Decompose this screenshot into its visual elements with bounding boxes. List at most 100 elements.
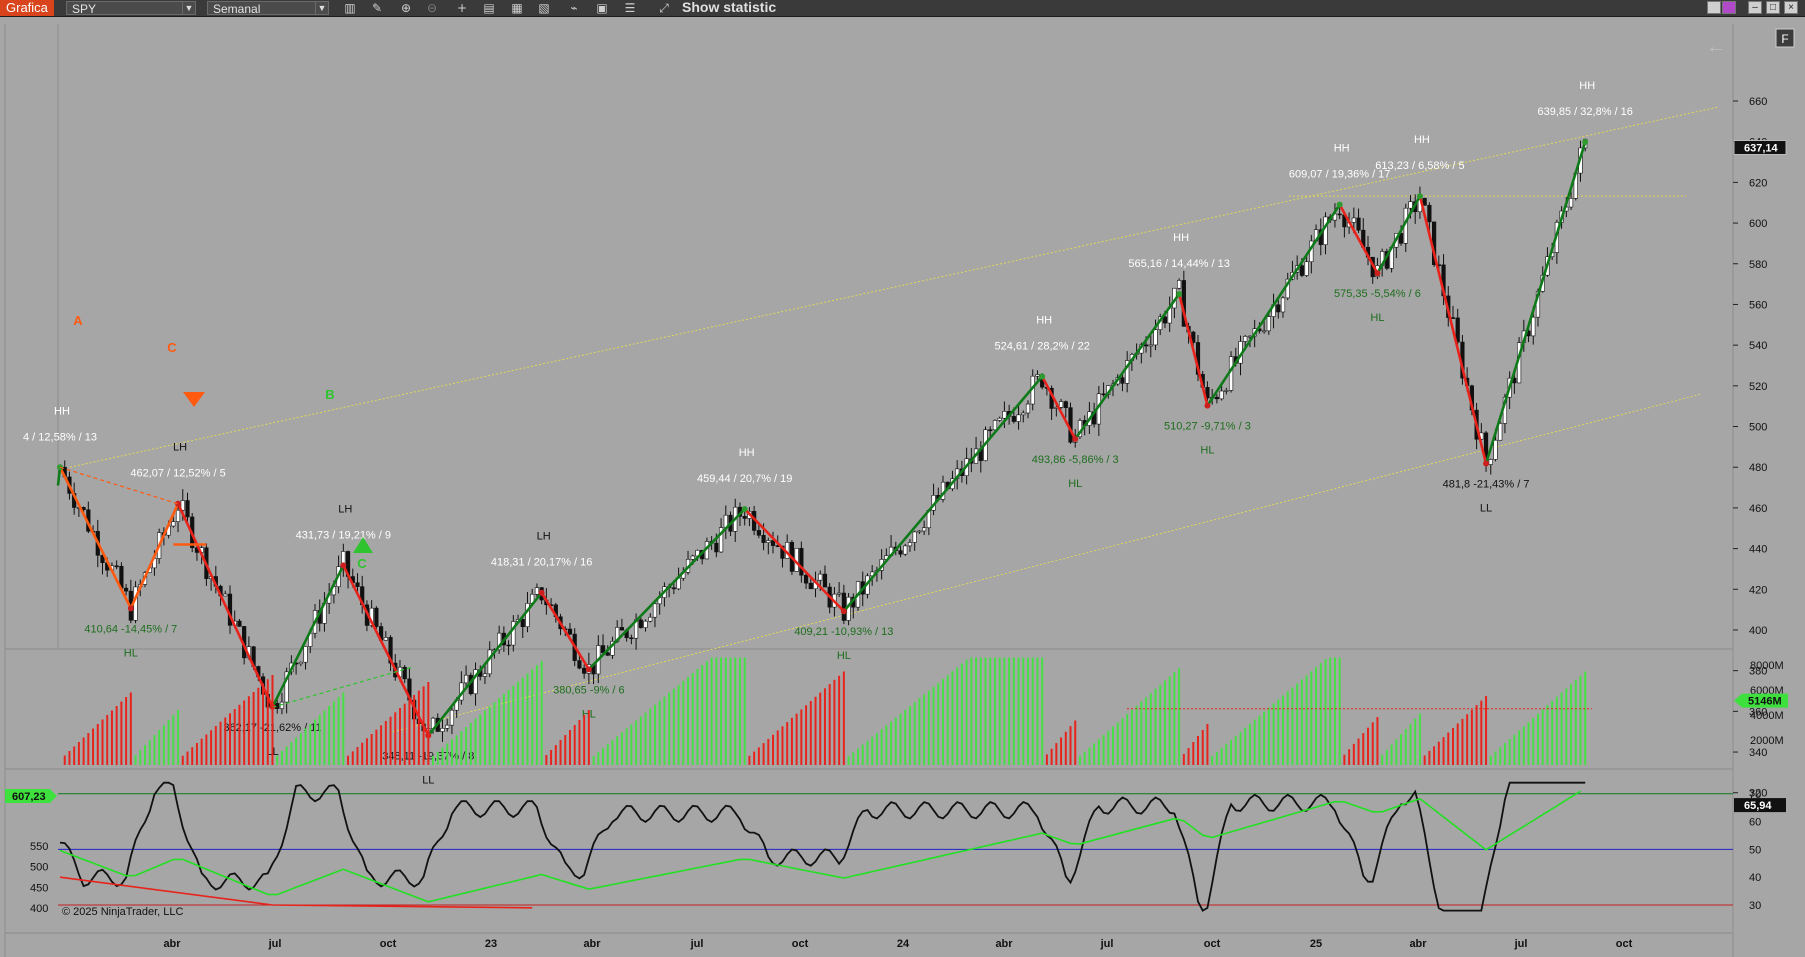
candle-body (1276, 304, 1281, 313)
candle-body (1337, 213, 1342, 216)
volume-tick-label: 2000M (1750, 735, 1784, 747)
candle-body (1408, 201, 1413, 209)
swing-info-label: 418,31 / 20,17% / 16 (491, 557, 593, 569)
zoom-out-icon[interactable]: ⊖ (426, 1, 438, 15)
chart-tab[interactable]: Grafica (0, 0, 54, 16)
swing-info-label: 462,07 / 12,52% / 5 (130, 468, 225, 480)
pattern-letter: A (73, 313, 83, 328)
chart-canvas[interactable]: 4 / 12,58% / 13 HH 410,64 -14,45% / 7 HL 462… (0, 17, 1805, 957)
candle-body (487, 649, 492, 675)
swing-info-label: 410,64 -14,45% / 7 (84, 623, 177, 635)
maximize-icon[interactable]: □ (1766, 1, 1780, 14)
price-tick-label: 620 (1749, 177, 1767, 189)
swing-segment (1041, 375, 1077, 440)
price-tick-label: 660 (1749, 96, 1767, 108)
show-statistic-button[interactable]: Show statistic (682, 0, 777, 15)
time-axis-label: jul (1100, 938, 1114, 950)
time-axis: abr jul oct 23 abr jul oct 24 abr jul oct 25 abr jul o… (163, 938, 1632, 950)
indicators-icon[interactable]: ▧ (538, 1, 550, 15)
swing-pivot (1336, 201, 1343, 208)
time-axis-label: abr (1409, 938, 1427, 950)
back-arrow-icon[interactable]: ← (1706, 36, 1726, 58)
price-tick-label: 440 (1749, 544, 1767, 556)
swing-segment (1177, 293, 1209, 406)
candle-body (1162, 316, 1168, 324)
candle-body (1191, 331, 1196, 343)
osc-left-tick-label: 400 (30, 903, 48, 915)
candle-body (803, 574, 809, 584)
candle-body (171, 521, 176, 527)
candle-body (534, 587, 540, 595)
swing-type-label: HH (1414, 134, 1430, 146)
interval-selector[interactable]: Semanal ▼ (207, 1, 329, 16)
time-axis-label: abr (163, 938, 181, 950)
candle-body (1488, 459, 1493, 465)
swing-pivot (127, 605, 134, 612)
swing-type-label: HH (739, 447, 755, 459)
candle-body (1016, 414, 1021, 422)
candle-body (185, 500, 190, 518)
price-tick-label: 400 (1749, 625, 1767, 637)
swing-pivot (1483, 460, 1490, 467)
strategies-icon[interactable]: ⌁ (570, 1, 578, 15)
pattern-triangle-down (183, 392, 205, 407)
swing-segment (176, 503, 274, 708)
candle-body (1153, 329, 1158, 346)
candle-body (1304, 261, 1309, 276)
swing-pivot (840, 608, 847, 615)
template-icon[interactable]: ▤ (483, 1, 495, 15)
properties-icon[interactable]: ▣ (596, 1, 608, 15)
close-icon[interactable]: × (1784, 1, 1798, 14)
candle-body (671, 587, 676, 590)
time-axis-label: oct (1204, 938, 1221, 950)
zoom-in-icon[interactable]: ⊕ (400, 1, 412, 15)
instrument-selector[interactable]: SPY ▼ (66, 1, 196, 16)
volume-tick-label: 4000M (1750, 710, 1784, 722)
f-button[interactable] (1775, 28, 1795, 48)
pencil-icon[interactable]: ✎ (371, 1, 383, 15)
minimize-icon[interactable]: – (1748, 1, 1762, 14)
last-price-label: 637,14 (1744, 143, 1779, 155)
candle-body (1219, 390, 1224, 400)
candle-body (1025, 403, 1031, 414)
candle-body (124, 587, 129, 592)
list-icon[interactable]: ☰ (624, 1, 636, 15)
swing-segment (1484, 141, 1587, 464)
candle-body (648, 616, 653, 622)
candle-body (463, 674, 469, 684)
osc-right-tick-label: 50 (1749, 844, 1761, 856)
channel-upper-line (69, 106, 1719, 468)
price-tick-label: 360 (1749, 706, 1767, 718)
time-axis-label: abr (995, 938, 1013, 950)
candle-body (298, 661, 303, 665)
time-axis-label: jul (690, 938, 704, 950)
candle-body (988, 429, 993, 432)
candle-body (511, 621, 516, 646)
osc-down-trend-line (59, 876, 533, 909)
bar-style-icon[interactable]: ▥ (344, 1, 356, 15)
crosshair-icon[interactable]: + (456, 1, 468, 15)
price-tick-label: 380 (1749, 666, 1767, 678)
minimize-grey-icon[interactable] (1707, 1, 1721, 14)
candle-body (714, 542, 719, 553)
data-box-icon[interactable]: ▦ (511, 1, 523, 15)
candle-body (922, 527, 927, 532)
candle-body (506, 644, 511, 647)
candle-body (718, 527, 724, 553)
candle-body (1493, 439, 1498, 460)
fullscreen-icon[interactable]: ⤢ (659, 1, 669, 15)
color-window-icon[interactable] (1722, 1, 1736, 14)
candle-body (1455, 317, 1460, 343)
osc-trend-line (59, 790, 1581, 903)
time-axis-label: 23 (485, 938, 497, 950)
candle-body (818, 573, 823, 581)
instrument-value: SPY (72, 2, 97, 16)
swing-segment (427, 591, 543, 737)
candle-body (388, 637, 393, 664)
swing-info-label: 524,61 / 28,2% / 22 (994, 340, 1089, 352)
copyright-text: © 2025 NinjaTrader, LLC (62, 906, 183, 918)
swing-pivot (1072, 436, 1079, 443)
trend-channel (69, 106, 1719, 733)
swing-type-label: HL (1200, 445, 1214, 457)
candle-body (577, 660, 582, 669)
